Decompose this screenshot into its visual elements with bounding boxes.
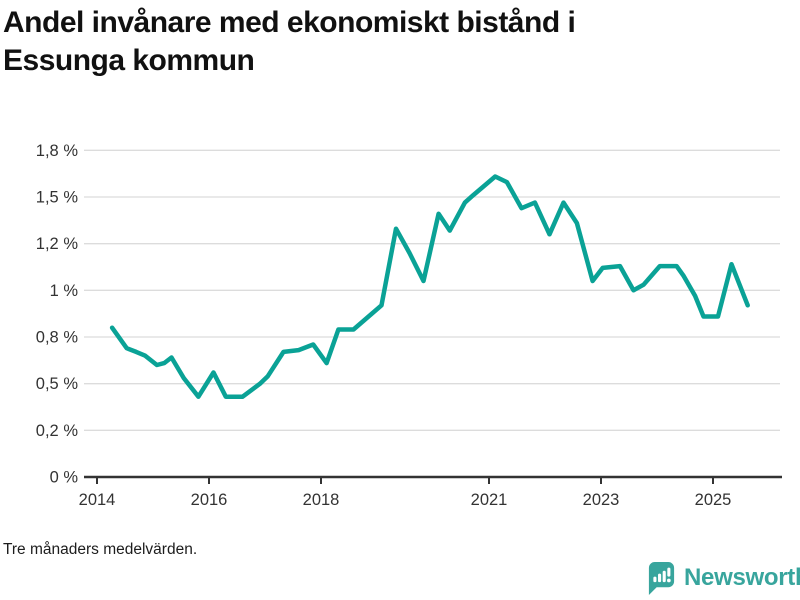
y-axis-tick-label: 0 % [50, 469, 79, 487]
newsworthy-logo: Newsworthy [646, 561, 800, 595]
x-axis-tick-label: 2016 [191, 491, 228, 509]
y-axis-tick-label: 1,8 % [36, 142, 79, 160]
y-axis-tick-label: 1 % [50, 282, 79, 300]
data-line [109, 174, 750, 399]
title-line-2: Essunga kommun [3, 44, 255, 77]
chart-footnote: Tre månaders medelvärden. [3, 541, 198, 558]
x-axis-tick-label: 2014 [79, 491, 116, 509]
x-axis-tick-label: 2021 [471, 491, 508, 509]
y-axis-tick-label: 1,2 % [36, 235, 79, 253]
y-axis-tick-label: 0,5 % [36, 375, 79, 393]
x-axis-tick-label: 2023 [583, 491, 620, 509]
title-line-1: Andel invånare med ekonomiskt bistånd i [3, 6, 576, 39]
y-axis-tick-label: 0,8 % [36, 328, 79, 346]
bar-chart-speech-bubble-icon [648, 561, 675, 595]
y-axis-tick-label: 0,2 % [36, 422, 79, 440]
x-axis-tick-label: 2025 [695, 491, 732, 509]
newsworthy-wordmark: Newsworthy [684, 564, 800, 591]
x-axis-tick-label: 2018 [303, 491, 340, 509]
y-axis-tick-label: 1,5 % [36, 188, 79, 206]
page-title: Andel invånare med ekonomiskt bistånd i … [3, 4, 763, 80]
